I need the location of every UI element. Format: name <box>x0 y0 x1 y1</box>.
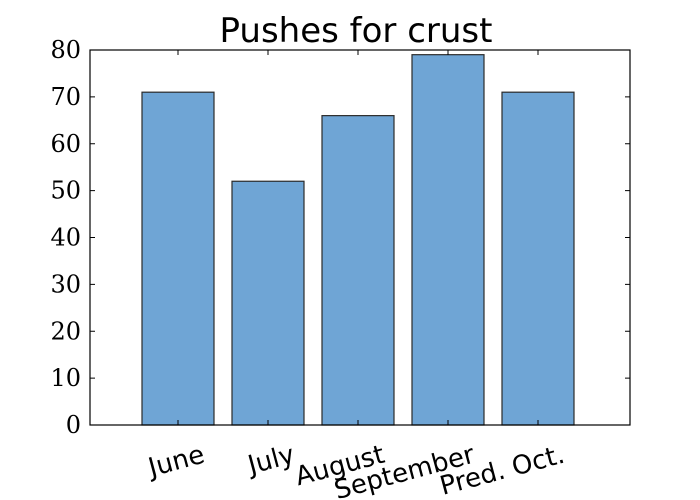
y-tick-label-10: 10 <box>50 364 81 392</box>
y-axis-tick-labels: 0 10 20 30 40 50 60 70 80 <box>50 36 81 439</box>
bar-august <box>321 115 395 426</box>
y-tick-label-50: 50 <box>50 177 81 205</box>
y-tick-label-0: 0 <box>66 411 81 439</box>
bars-layer <box>141 54 575 426</box>
y-tick-label-30: 30 <box>50 270 81 298</box>
plot-area-frame <box>89 49 631 426</box>
chart-title: Pushes for crust <box>220 11 493 51</box>
x-tick-label-june: June <box>143 440 207 484</box>
x-tick-label-july: July <box>243 440 298 482</box>
bar-september <box>411 54 485 426</box>
y-tick-label-70: 70 <box>50 83 81 111</box>
bar-july <box>231 180 305 426</box>
y-tick-label-60: 60 <box>50 130 81 158</box>
y-tick-label-40: 40 <box>50 224 81 252</box>
bar-pred-oct <box>501 91 575 426</box>
y-tick-label-20: 20 <box>50 317 81 345</box>
y-tick-label-80: 80 <box>50 36 81 64</box>
bar-june <box>141 91 215 426</box>
